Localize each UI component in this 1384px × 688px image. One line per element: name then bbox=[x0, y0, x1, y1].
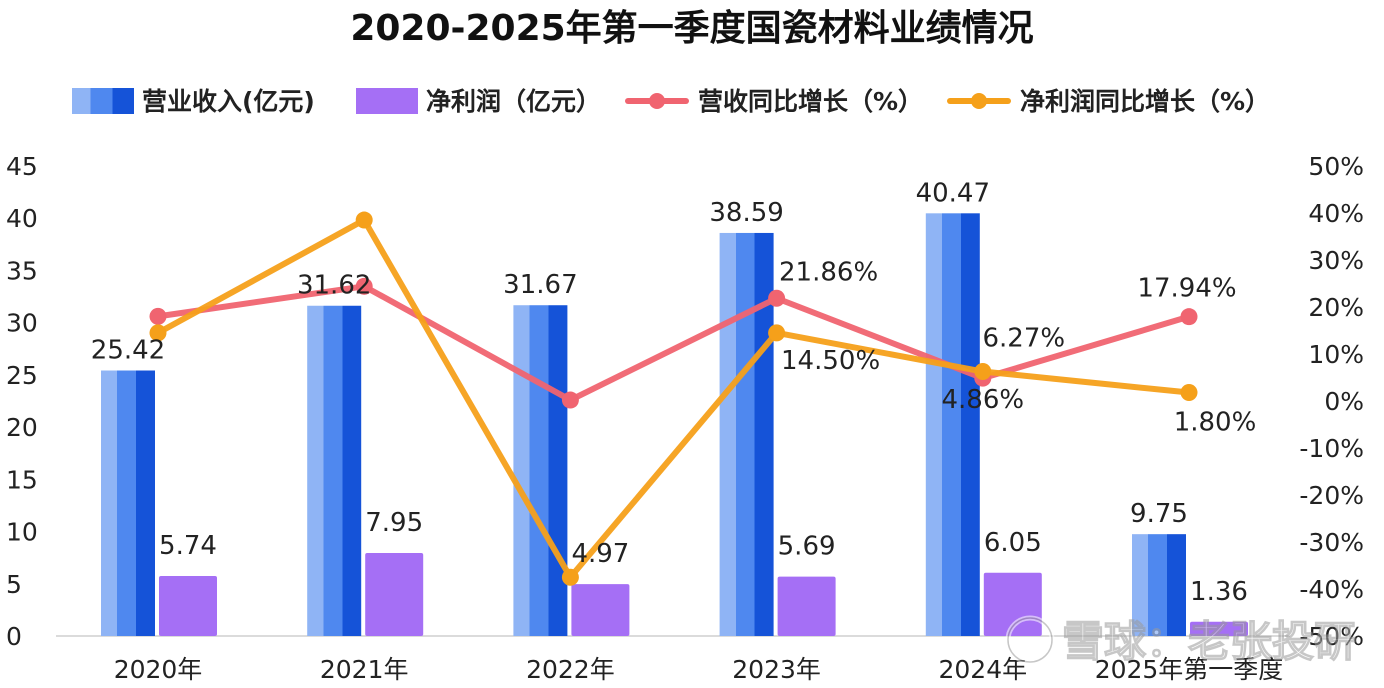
legend-label: 营收同比增长（%） bbox=[698, 87, 923, 116]
revenue-growth-label: 4.86% bbox=[941, 385, 1024, 415]
revenue-value-label: 9.75 bbox=[1130, 499, 1188, 529]
legend-marker bbox=[649, 93, 665, 109]
y-left-tick-label: 5 bbox=[6, 570, 22, 599]
growth-point bbox=[1180, 308, 1198, 326]
y-left-tick-label: 25 bbox=[6, 361, 38, 390]
legend-marker bbox=[971, 93, 987, 109]
y-right-tick-label: -40% bbox=[1299, 575, 1364, 604]
net-profit-value-label: 1.36 bbox=[1190, 577, 1248, 607]
growth-line bbox=[155, 217, 1192, 581]
y-right-tick-label: -10% bbox=[1299, 434, 1364, 463]
x-tick-label: 2021年 bbox=[320, 655, 409, 684]
net-profit-value-label: 5.74 bbox=[159, 531, 217, 561]
net-profit-growth-label: 14.50% bbox=[781, 346, 880, 376]
y-right-tick-label: 50% bbox=[1308, 152, 1364, 181]
growth-point bbox=[355, 277, 373, 295]
legend-label: 营业收入(亿元) bbox=[142, 87, 315, 116]
y-left-tick-label: 40 bbox=[6, 204, 38, 233]
lines-layer bbox=[149, 211, 1198, 586]
revenue-value-label: 31.62 bbox=[297, 271, 371, 301]
x-tick-label: 2024年 bbox=[938, 655, 1027, 684]
x-tick-label: 2020年 bbox=[114, 655, 203, 684]
net-profit-value-label: 7.95 bbox=[365, 508, 423, 538]
y-right-tick-label: 20% bbox=[1308, 293, 1364, 322]
legend-label: 净利润同比增长（%） bbox=[1020, 87, 1270, 116]
growth-point bbox=[149, 307, 167, 325]
legend-swatch bbox=[72, 88, 134, 114]
y-right-tick-label: -50% bbox=[1299, 622, 1364, 651]
growth-point bbox=[561, 568, 579, 586]
revenue-bar bbox=[1132, 534, 1186, 636]
net-profit-growth-label: 6.27% bbox=[982, 324, 1065, 354]
y-left-tick-label: 30 bbox=[6, 309, 38, 338]
y-right-tick-label: 10% bbox=[1308, 340, 1364, 369]
revenue-value-label: 25.42 bbox=[91, 336, 165, 366]
growth-point bbox=[974, 363, 992, 381]
revenue-value-label: 40.47 bbox=[916, 178, 990, 208]
revenue-value-label: 38.59 bbox=[709, 198, 783, 228]
revenue-bar bbox=[307, 305, 362, 636]
chart-title: 2020-2025年第一季度国瓷材料业绩情况 bbox=[350, 8, 1033, 49]
y-right-tick-label: 0% bbox=[1324, 387, 1364, 416]
watermark-text: 雪球：老张投研 bbox=[1062, 617, 1356, 666]
y-axis-right: -50% -40% -30% -20% -10% 0% 10% 20% 30% 40% 50% bbox=[1299, 152, 1364, 651]
y-right-tick-label: -30% bbox=[1299, 528, 1364, 557]
growth-point bbox=[355, 211, 373, 229]
revenue-growth-label: 21.86% bbox=[779, 257, 878, 287]
growth-point bbox=[1180, 384, 1198, 402]
revenue-value-label: 31.67 bbox=[503, 270, 577, 300]
growth-line bbox=[155, 283, 1192, 404]
y-left-tick-label: 15 bbox=[6, 465, 38, 494]
y-left-tick-label: 20 bbox=[6, 413, 38, 442]
y-right-tick-label: 30% bbox=[1308, 246, 1364, 275]
legend: 营业收入(亿元) 净利润（亿元） 营收同比增长（%） 净利润同比增长（%） bbox=[72, 87, 1270, 116]
revenue-growth-label: 17.94% bbox=[1137, 274, 1236, 304]
net-profit-bar bbox=[571, 584, 630, 636]
y-left-tick-label: 35 bbox=[6, 256, 38, 285]
revenue-bar bbox=[719, 232, 774, 636]
x-axis: 2020年 2021年 2022年 2023年 2024年 2025年第一季度 bbox=[114, 655, 1284, 684]
net-profit-bar bbox=[159, 576, 217, 636]
x-tick-label: 2022年 bbox=[526, 655, 615, 684]
net-profit-bar bbox=[365, 552, 424, 636]
x-tick-label: 2023年 bbox=[732, 655, 821, 684]
y-axis-left: 0 5 10 15 20 25 30 35 40 45 bbox=[6, 152, 38, 651]
y-right-tick-label: -20% bbox=[1299, 481, 1364, 510]
growth-point bbox=[768, 324, 786, 342]
net-profit-growth-label: 1.80% bbox=[1174, 408, 1257, 438]
legend-swatch bbox=[356, 88, 418, 114]
legend-label: 净利润（亿元） bbox=[426, 87, 601, 116]
net-profit-value-label: 5.69 bbox=[778, 532, 836, 562]
revenue-bar bbox=[101, 370, 155, 636]
net-profit-value-label: 6.05 bbox=[984, 528, 1042, 558]
y-left-tick-label: 0 bbox=[6, 622, 22, 651]
y-left-tick-label: 45 bbox=[6, 152, 38, 181]
x-tick-label: 2025年第一季度 bbox=[1095, 655, 1284, 684]
data-labels-layer: 25.42 31.62 31.67 38.59 40.47 9.75 5.74 7.95 4.9… bbox=[91, 178, 1257, 606]
watermark: 雪球：老张投研 bbox=[1005, 615, 1357, 667]
net-profit-bar bbox=[1190, 621, 1248, 636]
y-right-tick-label: 40% bbox=[1308, 199, 1364, 228]
growth-point bbox=[149, 324, 167, 342]
y-left-tick-label: 10 bbox=[6, 518, 38, 547]
net-profit-bar bbox=[777, 576, 836, 636]
growth-point bbox=[561, 391, 579, 409]
revenue-bar bbox=[513, 305, 568, 636]
revenue-bar bbox=[925, 213, 980, 636]
growth-point bbox=[768, 289, 786, 307]
net-profit-value-label: 4.97 bbox=[571, 539, 629, 569]
bars-layer bbox=[101, 213, 1248, 636]
